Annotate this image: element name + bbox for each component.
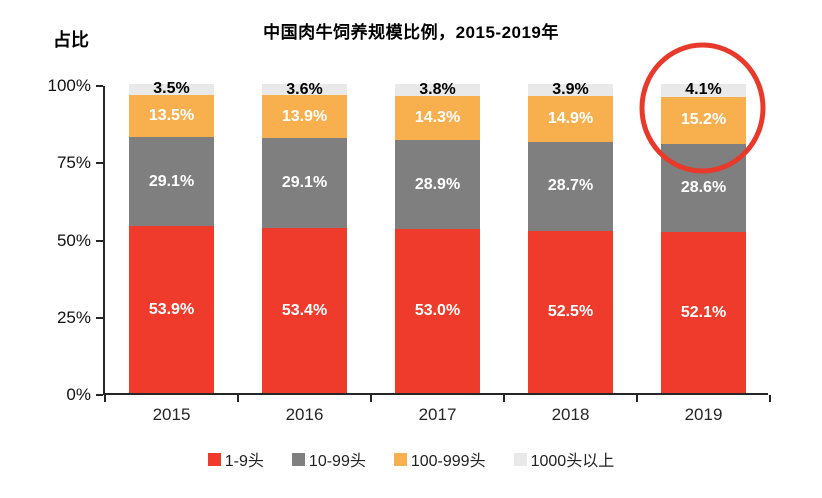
- bar-segment-1000头以上: 3.5%: [129, 80, 214, 97]
- x-tick-mark: [636, 395, 638, 402]
- legend-label: 1000头以上: [530, 453, 615, 470]
- segment-value-label: 3.5%: [153, 80, 190, 98]
- x-tick-mark: [237, 395, 239, 402]
- legend-label: 100-999头: [410, 453, 486, 470]
- bar-segment-10-99头: 29.1%: [129, 136, 214, 227]
- y-axis-title: 占比: [53, 30, 89, 50]
- legend-swatch: [393, 452, 407, 466]
- legend-item-10-99头: 10-99头: [291, 447, 366, 471]
- x-category-label: 2018: [551, 405, 590, 424]
- legend-swatch: [207, 452, 221, 466]
- segment-value-label: 3.9%: [552, 81, 589, 99]
- segment-value-label: 53.0%: [414, 302, 461, 320]
- y-tick-label: 50%: [56, 230, 91, 250]
- y-tick-label: 0%: [66, 385, 91, 404]
- bar-segment-1-9头: 52.1%: [661, 232, 746, 393]
- bar-segment-100-999头: 15.2%: [661, 96, 746, 144]
- y-tick-label: 25%: [56, 307, 91, 327]
- x-tick-mark: [370, 395, 372, 402]
- segment-value-label: 3.6%: [286, 80, 323, 98]
- legend-swatch: [291, 452, 305, 466]
- bar-segment-1000头以上: 3.8%: [395, 80, 480, 98]
- bar-segment-100-999头: 13.9%: [262, 95, 347, 139]
- x-category-label: 2016: [285, 405, 324, 424]
- x-category-label: 2019: [684, 405, 723, 424]
- segment-value-label: 3.8%: [419, 80, 456, 98]
- chart-title: 中国肉牛饲养规模比例，2015-2019年: [263, 23, 559, 42]
- bar-segment-100-999头: 14.3%: [395, 95, 480, 140]
- legend-label: 1-9头: [224, 453, 264, 470]
- bar-segment-10-99头: 28.6%: [661, 143, 746, 233]
- segment-value-label: 13.9%: [281, 107, 328, 125]
- segment-value-label: 52.5%: [547, 302, 594, 320]
- bar-column-2017: 53.0% 28.9% 14.3% 3.8%: [395, 80, 480, 393]
- legend-item-100-999头: 100-999头: [393, 447, 486, 471]
- y-tick-mark: [96, 162, 103, 165]
- bar-segment-1000头以上: 3.6%: [262, 81, 347, 98]
- legend-item-1-9头: 1-9头: [207, 447, 264, 471]
- segment-value-label: 29.1%: [148, 172, 195, 190]
- segment-value-label: 13.5%: [148, 106, 195, 124]
- bar-segment-1-9头: 52.5%: [528, 230, 613, 393]
- bar-column-2019: 52.1% 28.6% 15.2% 4.1%: [661, 81, 746, 393]
- y-tick-mark: [96, 316, 103, 319]
- plot-area: 0% 25% 50% 75% 100% 53.9% 29.1% 13.5% 3.5% 2015 53…: [48, 76, 771, 424]
- segment-value-label: 15.2%: [680, 111, 727, 129]
- bar-segment-10-99头: 28.7%: [528, 142, 613, 231]
- bar-segment-1-9头: 53.4%: [262, 228, 347, 393]
- segment-value-label: 28.7%: [547, 177, 594, 195]
- bar-segment-100-999头: 14.9%: [528, 96, 613, 143]
- segment-value-label: 53.9%: [148, 300, 195, 318]
- y-tick-mark: [96, 394, 103, 396]
- segment-value-label: 29.1%: [281, 174, 328, 192]
- x-tick-mark: [769, 395, 771, 402]
- x-tick-mark: [104, 395, 106, 402]
- bar-segment-10-99头: 29.1%: [262, 138, 347, 228]
- x-tick-mark: [503, 395, 505, 402]
- x-category-label: 2017: [418, 405, 457, 424]
- segment-value-label: 14.9%: [547, 110, 594, 128]
- segment-value-label: 53.4%: [281, 301, 328, 319]
- legend: 1-9头 10-99头 100-999头 1000头以上: [0, 447, 822, 471]
- x-category-label: 2015: [152, 405, 191, 424]
- bar-column-2018: 52.5% 28.7% 14.9% 3.9%: [528, 81, 613, 393]
- legend-label: 10-99头: [308, 453, 366, 470]
- legend-item-1000头以上: 1000头以上: [513, 447, 615, 471]
- y-tick-label: 100%: [47, 76, 91, 95]
- segment-value-label: 52.1%: [680, 303, 727, 321]
- y-tick-mark: [96, 85, 103, 87]
- segment-value-label: 28.6%: [680, 178, 727, 196]
- y-tick-label: 75%: [56, 153, 91, 173]
- bar-segment-1000头以上: 3.9%: [528, 81, 613, 99]
- bar-segment-1-9头: 53.0%: [395, 229, 480, 393]
- bar-column-2016: 53.4% 29.1% 13.9% 3.6%: [262, 81, 347, 393]
- segment-value-label: 28.9%: [414, 175, 461, 193]
- bar-segment-1000头以上: 4.1%: [661, 81, 746, 98]
- bar-segment-1-9头: 53.9%: [129, 226, 214, 393]
- legend-swatch: [513, 452, 527, 466]
- bar-segment-10-99头: 28.9%: [395, 139, 480, 230]
- bar-segment-100-999头: 13.5%: [129, 94, 214, 137]
- segment-value-label: 14.3%: [414, 108, 461, 126]
- bar-column-2015: 53.9% 29.1% 13.5% 3.5%: [129, 80, 214, 393]
- y-tick-mark: [96, 239, 103, 242]
